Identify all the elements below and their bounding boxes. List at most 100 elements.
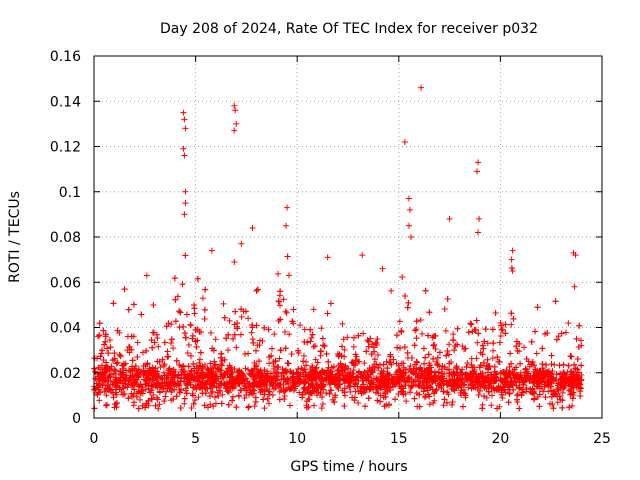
scatter-point [164,353,171,360]
scatter-point [508,360,515,367]
scatter-point [479,405,486,412]
scatter-point [298,378,305,385]
scatter-point [171,386,178,393]
scatter-point [479,351,486,358]
scatter-point [426,309,433,316]
scatter-point [231,365,238,372]
scatter-point [271,331,278,338]
scatter-point [194,373,201,380]
scatter-point [302,369,309,376]
scatter-point [531,362,538,369]
scatter-point [175,371,182,378]
scatter-point [275,317,282,324]
scatter-point [282,345,289,352]
scatter-point [485,382,492,389]
scatter-point [148,396,155,403]
scatter-point [552,391,559,398]
scatter-point [222,371,229,378]
scatter-point [183,311,190,318]
scatter-point [150,329,157,336]
scatter-point [249,324,256,331]
scatter-point [310,306,317,313]
scatter-point [211,378,218,385]
scatter-point [274,364,281,371]
scatter-point [500,384,507,391]
scatter-point [107,344,114,351]
scatter-point [552,298,559,305]
scatter-point [506,364,513,371]
scatter-point [135,366,142,373]
scatter-point [94,355,101,362]
scatter-point [192,338,199,345]
scatter-point [514,347,521,354]
scatter-point [360,389,367,396]
scatter-point [225,347,232,354]
scatter-point [473,317,480,324]
scatter-point [558,381,565,388]
scatter-point [258,370,265,377]
scatter-point [417,364,424,371]
scatter-point [288,350,295,357]
scatter-point [534,304,541,311]
y-tick-label: 0.04 [50,321,81,337]
scatter-point [559,397,566,404]
scatter-point [574,356,581,363]
scatter-point [100,327,107,334]
scatter-point [474,385,481,392]
scatter-point [128,333,135,340]
scatter-point [274,370,281,377]
scatter-point [150,392,157,399]
scatter-point [449,399,456,406]
scatter-point [484,366,491,373]
x-tick-label: 25 [593,431,611,447]
scatter-point [142,404,149,411]
scatter-point [176,308,183,315]
scatter-point [395,362,402,369]
scatter-point [193,343,200,350]
data-points [91,84,585,412]
scatter-point [154,358,161,365]
scatter-point [416,403,423,410]
scatter-point [424,366,431,373]
scatter-point [307,338,314,345]
scatter-point [176,389,183,396]
scatter-point [111,379,118,386]
scatter-point [539,345,546,352]
scatter-point [350,367,357,374]
scatter-point [362,403,369,410]
scatter-point [397,345,404,352]
scatter-point [436,380,443,387]
scatter-point [447,379,454,386]
scatter-point [129,373,136,380]
scatter-point [198,385,205,392]
scatter-point [360,371,367,378]
scatter-point [541,381,548,388]
scatter-point [156,388,163,395]
scatter-point [134,339,141,346]
scatter-point [449,376,456,383]
outlier-point [476,215,483,222]
scatter-point [356,368,363,375]
scatter-point [578,337,585,344]
scatter-point [450,331,457,338]
scatter-point [373,361,380,368]
scatter-point [245,404,252,411]
scatter-point [487,378,494,385]
scatter-point [318,405,325,412]
scatter-point [265,326,272,333]
scatter-point [366,365,373,372]
scatter-point [568,353,575,360]
scatter-point [465,384,472,391]
scatter-point [473,355,480,362]
scatter-point [413,326,420,333]
scatter-point [380,361,387,368]
scatter-point [210,373,217,380]
outlier-point [208,247,215,254]
scatter-point [464,359,471,366]
scatter-point [573,379,580,386]
scatter-point [556,362,563,369]
scatter-point [264,395,271,402]
scatter-point [130,301,137,308]
scatter-point [229,383,236,390]
scatter-point [384,370,391,377]
